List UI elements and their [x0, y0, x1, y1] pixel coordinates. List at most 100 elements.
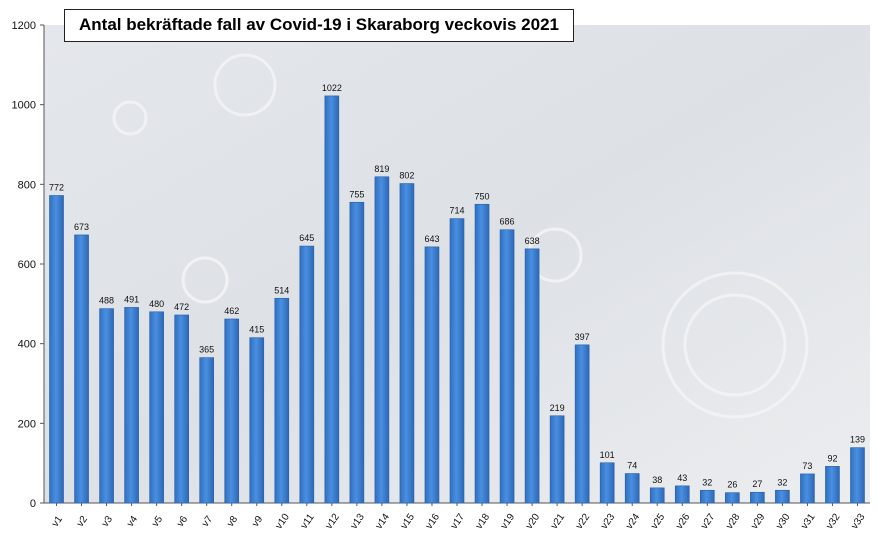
x-tick-label: v21 [549, 511, 568, 531]
bar [499, 229, 515, 504]
x-tick-label: v5 [150, 514, 165, 529]
data-label: 643 [424, 234, 439, 244]
data-label: 819 [374, 164, 389, 174]
bar [624, 473, 640, 504]
data-label: 92 [827, 453, 837, 463]
data-label: 38 [652, 475, 662, 485]
bar [699, 489, 715, 504]
y-tick-label: 400 [18, 339, 36, 351]
x-tick-label: v16 [424, 511, 443, 531]
data-label: 462 [224, 306, 239, 316]
x-tick-label: v18 [474, 511, 493, 531]
x-tick-label: v23 [599, 511, 618, 531]
data-label: 802 [399, 171, 414, 181]
bar [299, 245, 315, 504]
bar [324, 95, 340, 504]
bar [599, 462, 615, 504]
bar [775, 489, 790, 504]
data-label: 415 [249, 325, 264, 335]
x-tick-label: v10 [274, 511, 293, 531]
data-label: 686 [500, 217, 515, 227]
x-tick-label: v20 [524, 511, 543, 531]
x-tick-label: v28 [724, 511, 743, 531]
bar [124, 307, 139, 504]
bar [49, 195, 64, 504]
x-tick-label: v30 [774, 511, 793, 531]
x-tick-label: v15 [399, 511, 418, 531]
x-tick-label: v12 [324, 511, 343, 531]
bar [449, 218, 465, 504]
x-tick-label: v14 [374, 511, 393, 531]
data-label: 638 [525, 236, 540, 246]
bar [74, 234, 89, 504]
data-label: 32 [777, 477, 787, 487]
x-tick-label: v2 [75, 514, 90, 529]
x-tick-label: v6 [175, 514, 190, 529]
data-label: 472 [174, 302, 189, 312]
bar [99, 308, 114, 504]
x-tick-label: v9 [250, 514, 265, 529]
x-tick-label: v25 [649, 511, 668, 531]
bar [549, 415, 565, 504]
data-label: 480 [149, 299, 164, 309]
data-label: 32 [702, 477, 712, 487]
bar [474, 203, 490, 504]
x-tick-label: v32 [824, 511, 843, 531]
x-tick-label: v33 [849, 511, 868, 531]
x-tick-label: v8 [225, 514, 240, 529]
y-tick-label: 1200 [12, 20, 36, 32]
y-tick-label: 200 [18, 418, 36, 430]
data-label: 101 [600, 450, 615, 460]
y-tick-label: 1000 [12, 100, 36, 112]
bar [725, 492, 740, 504]
data-label: 514 [274, 285, 289, 295]
bar [524, 248, 540, 504]
x-tick-label: v11 [299, 512, 317, 531]
data-label: 27 [752, 479, 762, 489]
data-label: 714 [449, 206, 464, 216]
data-label: 673 [74, 222, 89, 232]
bar [249, 337, 265, 504]
chart-title: Antal bekräftade fall av Covid-19 i Skar… [64, 9, 574, 42]
data-label: 26 [727, 480, 737, 490]
x-tick-label: v13 [349, 511, 368, 531]
x-tick-label: v17 [449, 511, 468, 531]
bar [224, 318, 240, 504]
bar [149, 311, 164, 504]
data-label: 219 [550, 403, 565, 413]
bar [750, 491, 765, 504]
data-label: 491 [124, 294, 139, 304]
bar [649, 487, 665, 504]
data-label: 1022 [322, 83, 342, 93]
bar [850, 447, 865, 504]
data-label: 645 [299, 233, 314, 243]
x-tick-label: v22 [574, 511, 593, 531]
data-label: 139 [850, 435, 865, 445]
bar [174, 314, 189, 504]
data-label: 772 [49, 182, 64, 192]
data-label: 365 [199, 345, 214, 355]
data-label: 43 [677, 473, 687, 483]
data-label: 397 [575, 332, 590, 342]
data-label: 755 [349, 189, 364, 199]
y-tick-label: 0 [30, 498, 36, 510]
data-label: 74 [627, 461, 637, 471]
data-label: 488 [99, 296, 114, 306]
bar [274, 297, 290, 504]
bar [825, 466, 840, 504]
bar [349, 201, 365, 504]
x-tick-label: v24 [624, 511, 643, 531]
bar [674, 485, 690, 504]
y-tick-label: 800 [18, 179, 36, 191]
x-tick-label: v7 [200, 514, 215, 529]
bar [424, 246, 440, 504]
y-tick-label: 600 [18, 259, 36, 271]
x-tick-label: v19 [499, 511, 518, 531]
bar [800, 473, 815, 504]
x-tick-label: v31 [799, 511, 818, 531]
data-label: 73 [802, 461, 812, 471]
bar [199, 357, 215, 504]
x-tick-label: v29 [749, 511, 768, 531]
x-tick-label: v4 [125, 514, 140, 529]
